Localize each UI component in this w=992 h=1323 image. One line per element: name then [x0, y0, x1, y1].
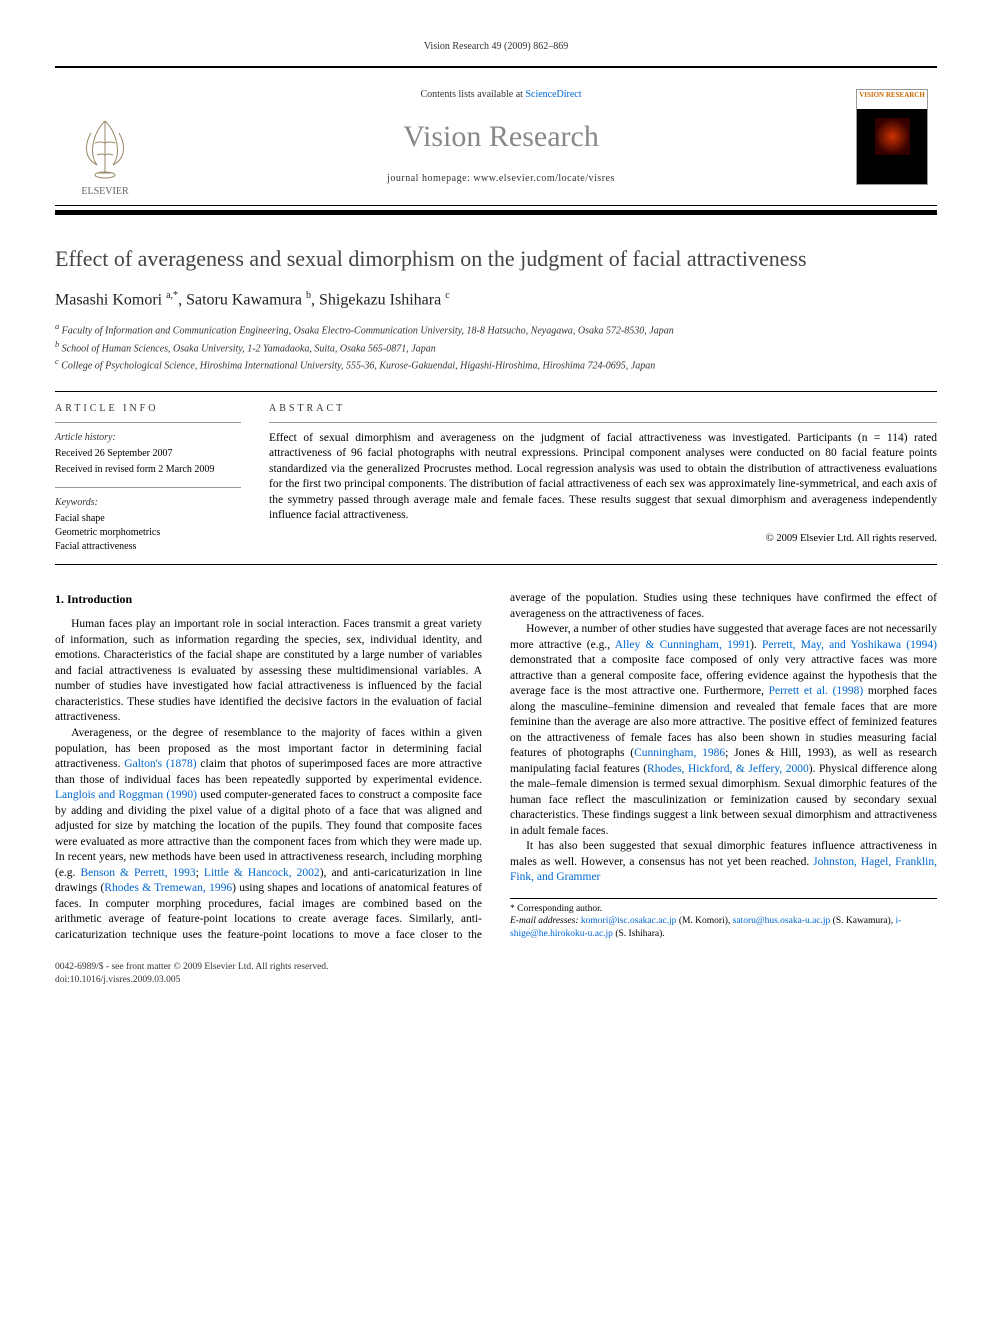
journal-name: Vision Research	[403, 116, 599, 158]
publisher-name: ELSEVIER	[81, 185, 128, 199]
body-text-span: ).	[750, 639, 762, 651]
footnote-block: * Corresponding author. E-mail addresses…	[510, 898, 937, 940]
header-center: Contents lists available at ScienceDirec…	[155, 68, 847, 205]
body-paragraph: It has also been suggested that sexual d…	[510, 839, 937, 886]
doi-line: doi:10.1016/j.visres.2009.03.005	[55, 974, 937, 986]
cover-image-icon	[875, 118, 910, 156]
affiliation-line: c College of Psychological Science, Hiro…	[55, 356, 937, 373]
journal-homepage: journal homepage: www.elsevier.com/locat…	[387, 172, 615, 186]
body-paragraph: However, a number of other studies have …	[510, 622, 937, 839]
front-matter-line: 0042-6989/$ - see front matter © 2009 El…	[55, 961, 937, 973]
cover-title: VISION RESEARCH	[857, 92, 927, 100]
citation-link[interactable]: Benson & Perrett, 1993	[81, 867, 196, 879]
journal-cover-thumbnail: VISION RESEARCH	[856, 89, 928, 185]
section-heading: 1. Introduction	[55, 591, 482, 607]
abstract-heading: ABSTRACT	[269, 402, 937, 423]
citation-link[interactable]: Alley & Cunningham, 1991	[615, 639, 750, 651]
publisher-logo-block: ELSEVIER	[55, 68, 155, 205]
affiliation-line: a Faculty of Information and Communicati…	[55, 321, 937, 338]
keywords-list: Facial shapeGeometric morphometricsFacia…	[55, 512, 241, 554]
footer-block: 0042-6989/$ - see front matter © 2009 El…	[55, 961, 937, 986]
history-label: Article history:	[55, 431, 241, 445]
journal-header: ELSEVIER Contents lists available at Sci…	[55, 66, 937, 206]
body-text-span: ;	[196, 867, 204, 879]
citation-line: Vision Research 49 (2009) 862–869	[55, 40, 937, 54]
affiliations: a Faculty of Information and Communicati…	[55, 321, 937, 373]
article-info-heading: ARTICLE INFO	[55, 402, 241, 423]
keyword-item: Geometric morphometrics	[55, 526, 241, 540]
citation-link[interactable]: Rhodes, Hickford, & Jeffery, 2000	[647, 763, 809, 775]
body-text-span: used computer-generated faces to constru…	[55, 789, 482, 879]
citation-link[interactable]: Galton's (1878)	[124, 758, 196, 770]
email-link[interactable]: komori@isc.osakac.ac.jp	[581, 916, 677, 926]
emails-label: E-mail addresses:	[510, 916, 581, 926]
abstract-text: Effect of sexual dimorphism and averagen…	[269, 431, 937, 524]
citation-link[interactable]: Rhodes & Tremewan, 1996	[104, 882, 232, 894]
contents-prefix: Contents lists available at	[420, 89, 525, 100]
keyword-item: Facial shape	[55, 512, 241, 526]
article-info-column: ARTICLE INFO Article history: Received 2…	[55, 392, 255, 564]
header-rule	[55, 210, 937, 215]
email-addresses: E-mail addresses: komori@isc.osakac.ac.j…	[510, 915, 937, 940]
article-title: Effect of averageness and sexual dimorph…	[55, 245, 937, 273]
abstract-copyright: © 2009 Elsevier Ltd. All rights reserved…	[269, 532, 937, 546]
author-name-span: (S. Kawamura),	[830, 916, 895, 926]
affiliation-line: b School of Human Sciences, Osaka Univer…	[55, 339, 937, 356]
received-date: Received 26 September 2007	[55, 447, 241, 461]
contents-available-line: Contents lists available at ScienceDirec…	[420, 88, 581, 102]
authors-line: Masashi Komori a,*, Satoru Kawamura b, S…	[55, 289, 937, 312]
keywords-label: Keywords:	[55, 496, 241, 510]
elsevier-tree-icon	[75, 113, 135, 183]
author-name-span: (S. Ishihara).	[613, 929, 665, 939]
author-name-span: (M. Komori),	[676, 916, 732, 926]
info-abstract-row: ARTICLE INFO Article history: Received 2…	[55, 391, 937, 565]
email-link[interactable]: satoru@hus.osaka-u.ac.jp	[733, 916, 831, 926]
body-text: 1. Introduction Human faces play an impo…	[55, 591, 937, 943]
citation-link[interactable]: Langlois and Roggman (1990)	[55, 789, 197, 801]
citation-link[interactable]: Perrett, May, and Yoshikawa (1994)	[762, 639, 937, 651]
sciencedirect-link[interactable]: ScienceDirect	[525, 89, 581, 100]
keyword-item: Facial attractiveness	[55, 540, 241, 554]
corresponding-author-note: * Corresponding author.	[510, 903, 937, 915]
body-paragraph: Human faces play an important role in so…	[55, 617, 482, 726]
abstract-column: ABSTRACT Effect of sexual dimorphism and…	[255, 392, 937, 564]
revised-date: Received in revised form 2 March 2009	[55, 463, 241, 477]
citation-link[interactable]: Perrett et al. (1998)	[769, 685, 864, 697]
journal-cover-block: VISION RESEARCH	[847, 68, 937, 205]
citation-link[interactable]: Cunningham, 1986	[634, 747, 725, 759]
citation-link[interactable]: Little & Hancock, 2002	[204, 867, 320, 879]
info-divider	[55, 487, 241, 488]
